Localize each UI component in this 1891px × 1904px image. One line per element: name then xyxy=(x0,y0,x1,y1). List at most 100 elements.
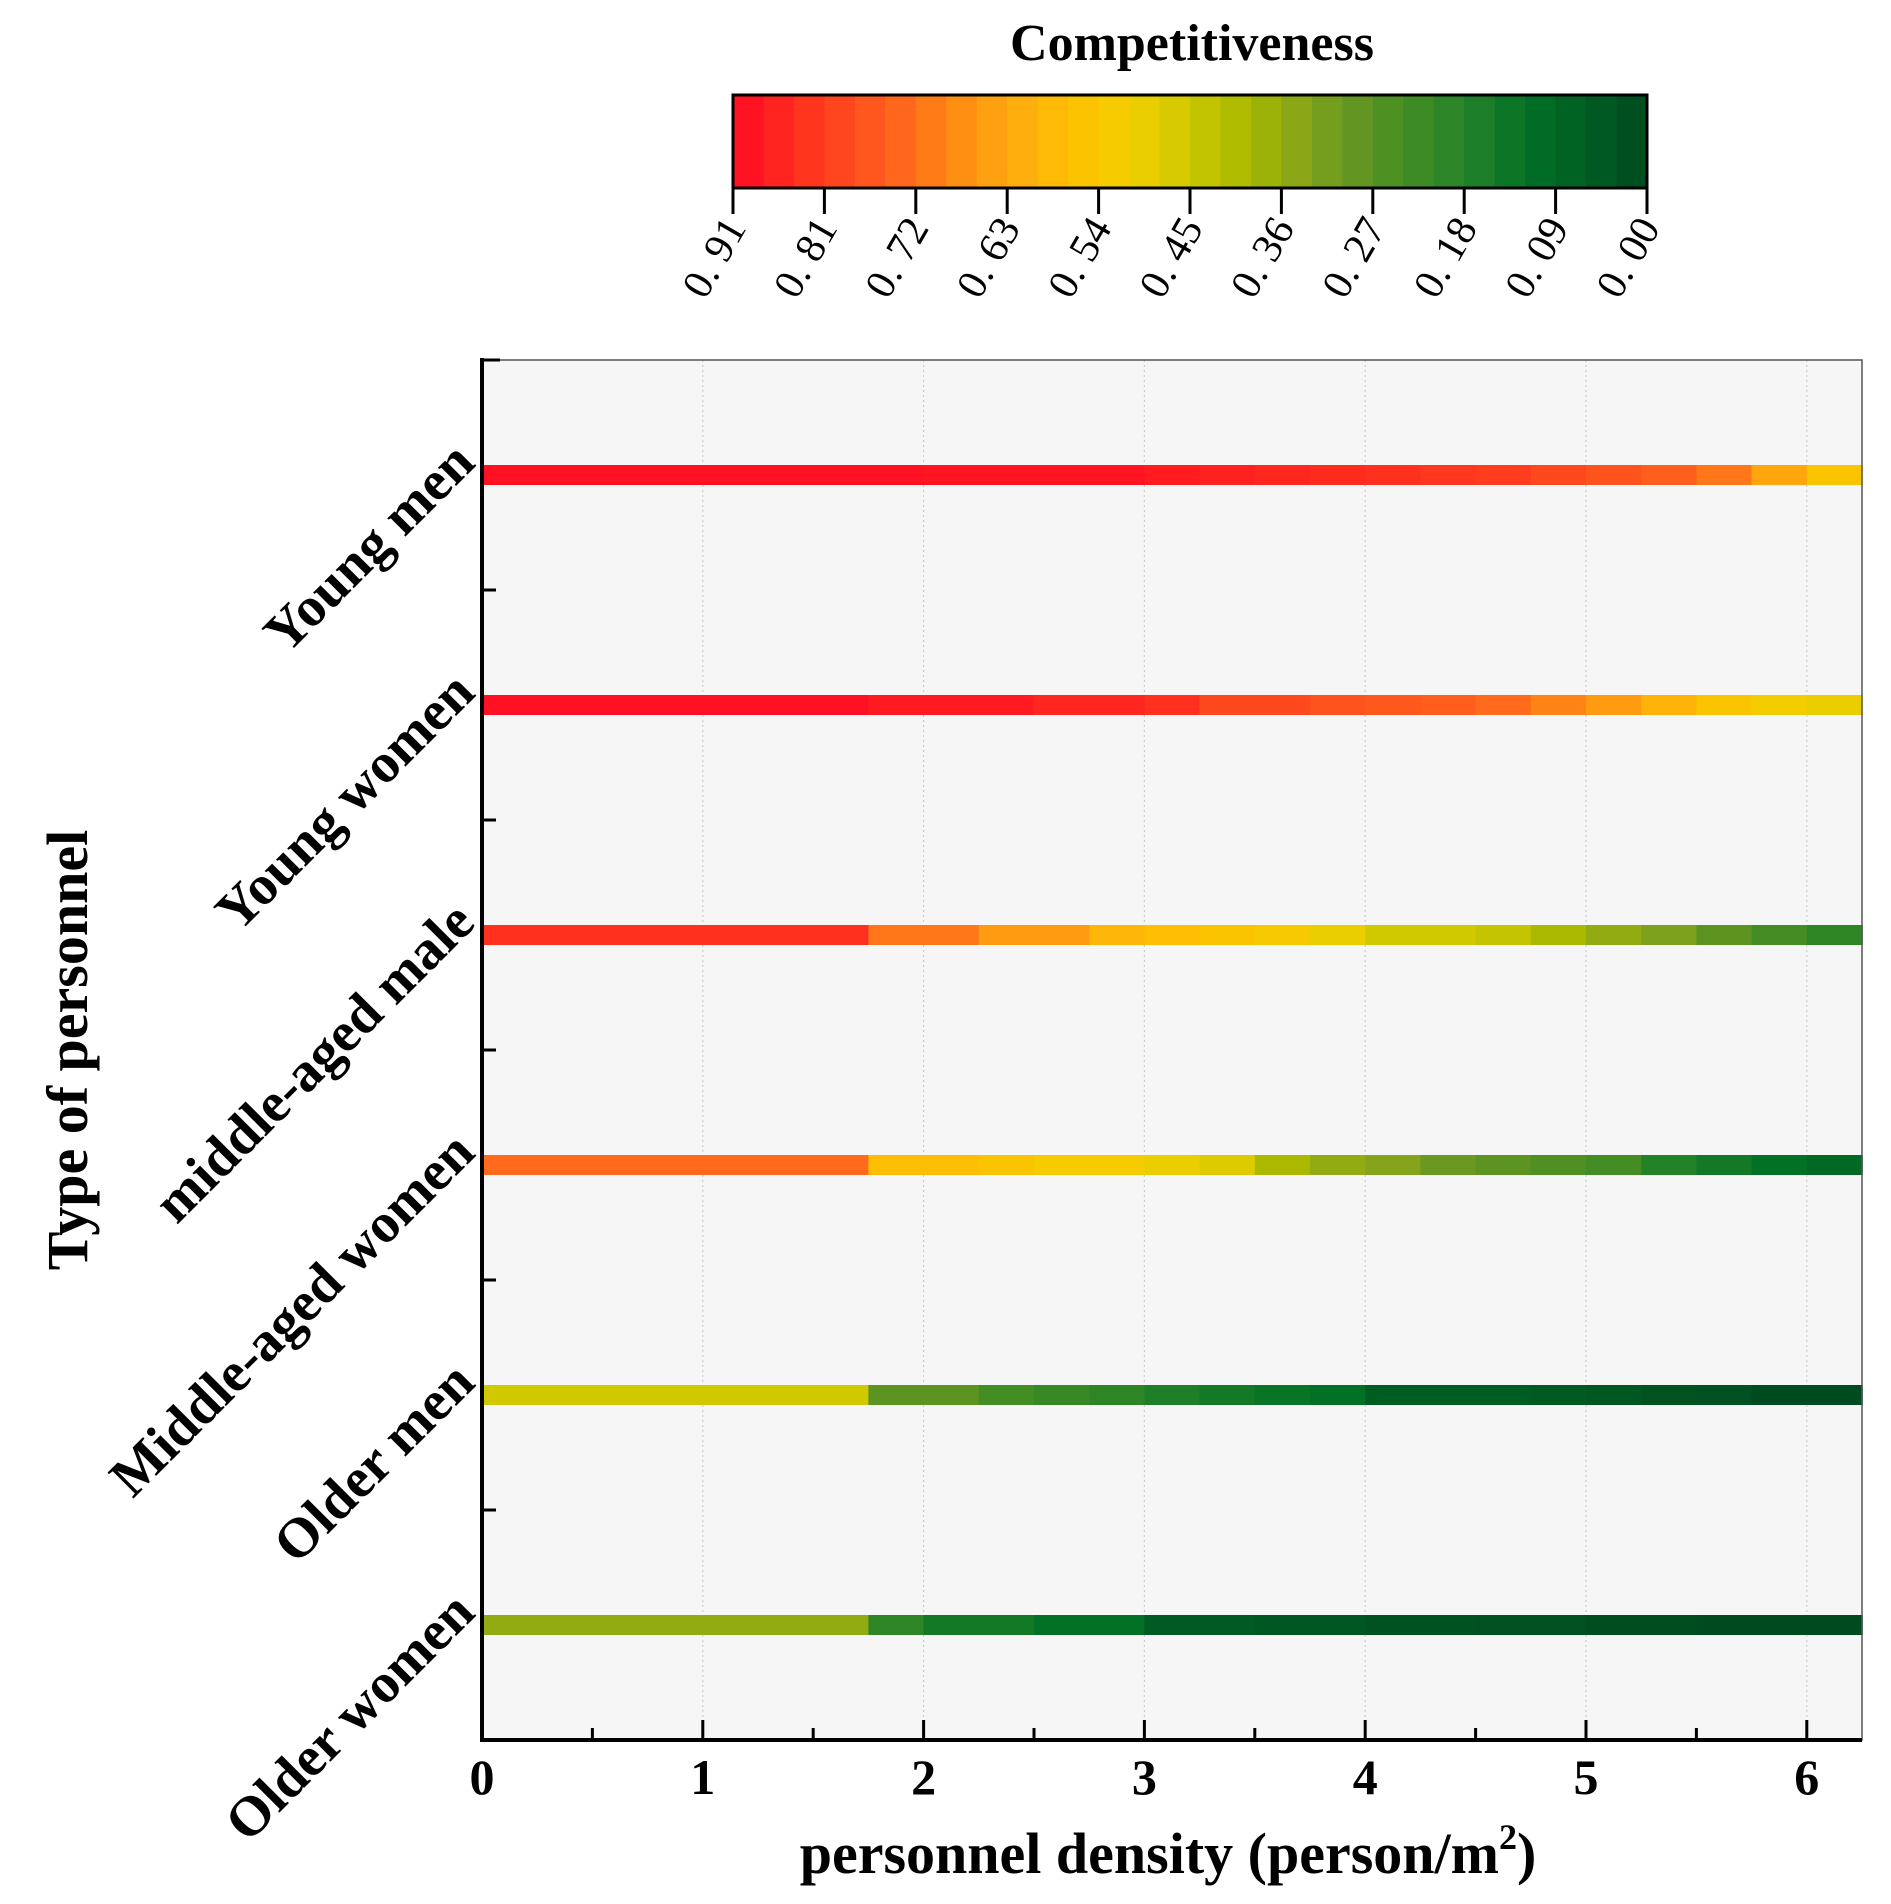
heatmap-cell xyxy=(978,925,1035,945)
heatmap-cell xyxy=(1365,925,1422,945)
heatmap-cell xyxy=(1641,1155,1698,1175)
heatmap-cell xyxy=(1696,465,1753,485)
row-older-men xyxy=(482,1385,1863,1405)
heatmap-cell xyxy=(1806,465,1863,485)
heatmap-cell xyxy=(592,1615,649,1635)
colorbar-segment xyxy=(1037,95,1069,188)
heatmap-cell xyxy=(1641,1615,1698,1635)
heatmap-cell xyxy=(1310,465,1366,485)
x-tick-label: 1 xyxy=(690,1749,715,1805)
heatmap-cell xyxy=(1475,695,1532,715)
heatmap-cell xyxy=(1089,1615,1146,1635)
heatmap-cell xyxy=(923,465,980,485)
colorbar-tick-label: 0. 81 xyxy=(765,210,847,306)
x-tick-label: 2 xyxy=(911,1749,936,1805)
heatmap-cell xyxy=(1751,1615,1808,1635)
row-young-men xyxy=(482,465,1863,485)
heatmap-cell xyxy=(813,1615,870,1635)
colorbar-segment xyxy=(1190,95,1222,188)
heatmap-cell xyxy=(1199,1385,1256,1405)
colorbar-segment xyxy=(946,95,978,188)
heatmap-cell xyxy=(868,925,925,945)
heatmap-cell xyxy=(1806,1155,1863,1175)
heatmap-cell xyxy=(868,1385,925,1405)
heatmap-cell xyxy=(1586,1155,1642,1175)
colorbar-tick-label: 0. 72 xyxy=(857,210,939,306)
x-axis-ticks: 0 1 2 3 4 5 6 xyxy=(470,1720,1819,1805)
colorbar-segment xyxy=(885,95,917,188)
heatmap-cell xyxy=(1530,1615,1587,1635)
colorbar-segment xyxy=(1129,95,1161,188)
x-tick-label: 6 xyxy=(1794,1749,1819,1805)
heatmap-cell xyxy=(1365,465,1422,485)
heatmap-cell xyxy=(1034,1615,1090,1635)
colorbar-segment xyxy=(1586,95,1618,188)
heatmap-cell xyxy=(647,465,704,485)
heatmap-cell xyxy=(1806,925,1863,945)
heatmap-cell xyxy=(1310,1615,1366,1635)
row-middle-aged-women xyxy=(482,1155,1863,1175)
heatmap-cell xyxy=(1586,695,1642,715)
heatmap-cell xyxy=(1089,1155,1146,1175)
heatmap-cell xyxy=(1365,1615,1422,1635)
heatmap-cell xyxy=(923,925,980,945)
heatmap-cell xyxy=(813,1385,870,1405)
heatmap-cell xyxy=(1310,695,1366,715)
heatmap-cell xyxy=(1530,925,1587,945)
heatmap-cell xyxy=(1641,465,1698,485)
colorbar-tick-label: 0. 00 xyxy=(1588,210,1670,306)
colorbar-segment xyxy=(1342,95,1374,188)
heatmap-cell xyxy=(1641,1385,1698,1405)
colorbar-segment xyxy=(1250,95,1283,188)
heatmap-cell xyxy=(1530,1155,1587,1175)
heatmap-cell xyxy=(868,1615,925,1635)
heatmap-cell xyxy=(647,925,704,945)
heatmap-cell xyxy=(1365,1155,1422,1175)
heatmap-cell xyxy=(537,1385,594,1405)
colorbar-segment xyxy=(1525,95,1557,188)
heatmap-cell xyxy=(978,465,1035,485)
x-axis-label-main: personnel density (person/m xyxy=(800,1821,1499,1886)
heatmap-cell xyxy=(978,1155,1035,1175)
x-tick-label: 5 xyxy=(1574,1749,1599,1805)
heatmap-cell xyxy=(1144,1615,1201,1635)
colorbar-segment xyxy=(1068,95,1100,188)
y-tick-label: Older men xyxy=(262,1350,487,1575)
colorbar-tick-label: 0. 45 xyxy=(1131,210,1213,306)
heatmap-cell xyxy=(1254,1615,1311,1635)
colorbar-segment xyxy=(763,95,795,188)
heatmap-cell xyxy=(1641,925,1698,945)
heatmap-cell xyxy=(1806,1615,1863,1635)
heatmap-cell xyxy=(1089,695,1146,715)
heatmap-cell xyxy=(1199,925,1256,945)
heatmap-cell xyxy=(1751,695,1808,715)
grid-lines xyxy=(702,360,1808,1740)
heatmap-cell xyxy=(1696,695,1753,715)
heatmap-cell xyxy=(1254,1155,1311,1175)
heatmap-cell xyxy=(1254,695,1311,715)
heatmap-cell xyxy=(702,465,759,485)
row-older-women xyxy=(482,1615,1863,1635)
heatmap-cell xyxy=(758,1155,814,1175)
heatmap-cell xyxy=(923,1385,980,1405)
heatmap-cell xyxy=(923,1615,980,1635)
colorbar-segment xyxy=(1098,95,1130,188)
heatmap-cell xyxy=(758,1385,814,1405)
heatmap-cell xyxy=(1586,465,1642,485)
heatmap-cell xyxy=(758,925,814,945)
x-tick-label: 3 xyxy=(1132,1749,1157,1805)
y-tick-label: Older women xyxy=(213,1580,486,1853)
heatmap-cell xyxy=(978,695,1035,715)
heatmap-cell xyxy=(1530,1385,1587,1405)
heatmap-cell xyxy=(592,1385,649,1405)
colorbar-title: Competitiveness xyxy=(1010,15,1374,72)
colorbar-tick-label: 0. 27 xyxy=(1314,210,1396,306)
colorbar: Competitiveness 0. 91 0. 81 0. 72 0. 63 0. 5… xyxy=(674,15,1670,306)
heatmap-cell xyxy=(868,1155,925,1175)
colorbar-segment xyxy=(1555,95,1587,188)
x-axis-label-superscript: 2 xyxy=(1499,1817,1517,1857)
x-axis-label: personnel density (person/m2) xyxy=(800,1817,1537,1886)
heatmap-cell xyxy=(1586,925,1642,945)
